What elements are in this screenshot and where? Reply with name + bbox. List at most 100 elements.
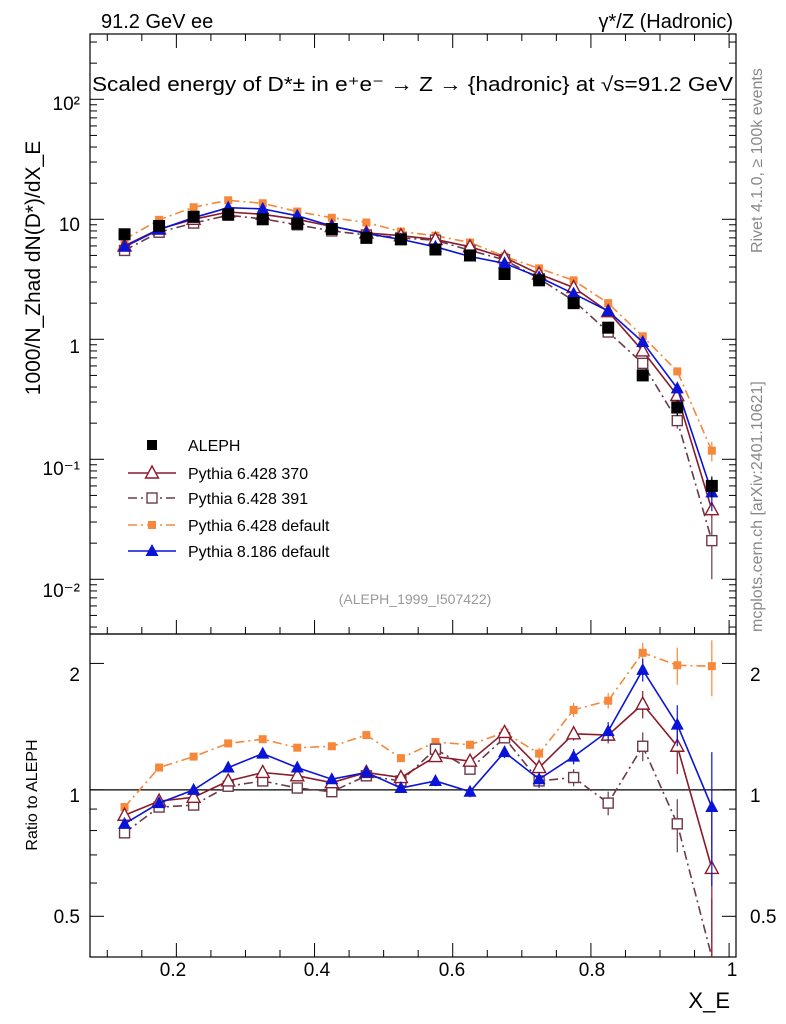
ratio-series-layer: [116, 640, 720, 958]
main-y-tick-label: 10⁻²: [43, 581, 81, 602]
data-point-p8: [532, 772, 546, 785]
data-point-p8: [601, 304, 615, 317]
data-point-p8: [256, 746, 270, 759]
data-point-p6def: [431, 737, 440, 746]
data-point-p6def: [224, 196, 233, 205]
data-point-p8: [601, 724, 615, 737]
data-point-p391: [637, 357, 649, 370]
data-point-p6def: [189, 752, 198, 761]
mcplots-label: mcplots.cern.ch [arXiv:2401.10621]: [749, 381, 766, 632]
legend-marker-p391: [146, 492, 158, 504]
data-point-aleph: [636, 369, 649, 382]
data-point-p6def: [638, 648, 647, 657]
data-point-aleph: [705, 479, 718, 492]
data-point-aleph: [464, 249, 476, 262]
data-point-p391: [671, 414, 683, 427]
main-y-tick-labels: 10⁻² 10⁻¹ 1 10 10²: [43, 94, 81, 602]
data-point-aleph: [153, 219, 166, 232]
legend-label-p391: Pythia 6.428 391: [188, 491, 308, 508]
ratio-y-tick-label-right: 2: [750, 665, 761, 686]
data-point-p370: [185, 788, 202, 804]
data-point-p370: [427, 748, 444, 763]
data-point-aleph: [498, 268, 511, 280]
main-series-layer: [116, 196, 720, 580]
data-point-p370: [635, 695, 651, 710]
data-point-p6def: [362, 731, 371, 740]
data-point-p391: [118, 827, 131, 839]
data-point-aleph: [222, 208, 235, 221]
main-y-tick-label: 10⁻¹: [43, 459, 81, 480]
x-tick-labels: 0.2 0.4 0.6 0.8 1: [160, 960, 738, 981]
data-point-p8: [118, 239, 132, 252]
data-point-p6def: [569, 705, 578, 714]
data-point-p391: [637, 740, 649, 752]
data-point-p370: [565, 725, 582, 740]
y-axis-label-main: 1000/N_Zhad dN(D*)/dX_E: [22, 141, 45, 395]
data-point-p370: [289, 767, 305, 782]
data-point-aleph: [291, 217, 304, 230]
main-y-tick-label: 1: [69, 337, 80, 358]
data-point-p6def: [535, 749, 544, 758]
data-point-p6def: [258, 735, 267, 744]
main-y-tick-label: 10: [59, 215, 80, 236]
data-point-p8: [705, 800, 719, 813]
data-point-p391: [706, 534, 718, 547]
data-point-p370: [220, 772, 236, 787]
data-point-p8: [670, 381, 684, 394]
series-aleph: [118, 208, 718, 498]
data-point-p370: [462, 752, 478, 767]
legend-label-p8: Pythia 8.186 default: [188, 544, 330, 561]
legend-entry-p6def: Pythia 6.428 default: [128, 518, 330, 535]
legend-label-p370: Pythia 6.428 370: [188, 466, 308, 483]
data-point-p6def: [155, 215, 164, 224]
legend-entry-p391: Pythia 6.428 391: [128, 491, 308, 508]
legend-marker-p370: [144, 464, 160, 479]
x-tick-label: 0.2: [160, 960, 186, 981]
data-point-p8: [394, 781, 408, 794]
data-point-p8: [567, 749, 581, 762]
data-point-p391: [567, 771, 580, 784]
ratio-y-tick-labels: 0.5 1 2 0.5 1 2: [54, 665, 777, 928]
data-point-p8: [670, 717, 684, 730]
ratio-series-p8: [118, 658, 719, 887]
ratio-plot-frame: [89, 633, 737, 958]
data-point-p8: [221, 760, 235, 773]
data-point-aleph: [533, 274, 546, 287]
data-point-p370: [635, 342, 651, 357]
legend: ALEPH Pythia 6.428 370 Pythia 6.428 391 …: [128, 438, 330, 561]
data-point-p8: [118, 816, 132, 829]
ratio-line-p391: [124, 736, 713, 958]
ratio-y-tick-label-left: 0.5: [54, 907, 80, 928]
data-point-p6def: [362, 218, 371, 227]
data-point-p391: [671, 818, 683, 830]
data-point-p6def: [466, 740, 474, 749]
data-point-p8: [498, 256, 512, 269]
data-point-p6def: [604, 696, 613, 705]
data-point-p6def: [155, 763, 164, 772]
data-point-aleph: [187, 210, 200, 223]
data-point-p6def: [189, 203, 198, 212]
ratio-series-p6def: [120, 640, 716, 812]
x-tick-label: 0.4: [304, 960, 331, 981]
data-point-p6def: [293, 743, 302, 752]
data-point-p6def: [673, 367, 682, 376]
data-point-p6def: [327, 742, 336, 751]
ratio-y-tick-label-left: 1: [69, 786, 80, 807]
header-left: 91.2 GeV ee: [101, 11, 213, 33]
data-point-p6def: [604, 299, 613, 308]
ratio-y-tick-label-right: 1: [750, 786, 761, 807]
header-right: γ*/Z (Hadronic): [599, 11, 733, 33]
data-point-p8: [567, 286, 581, 299]
data-point-p6def: [224, 739, 233, 748]
axis-ticks: [90, 34, 736, 958]
data-point-p6def: [707, 446, 716, 455]
data-point-aleph: [671, 401, 684, 414]
legend-marker-p8: [145, 544, 159, 556]
ratio-y-tick-label-left: 2: [69, 665, 80, 686]
data-point-aleph: [429, 243, 442, 256]
data-point-p6def: [396, 754, 405, 763]
x-tick-label: 0.6: [439, 960, 465, 981]
x-tick-label: 1: [727, 960, 738, 981]
data-point-p370: [255, 764, 271, 779]
